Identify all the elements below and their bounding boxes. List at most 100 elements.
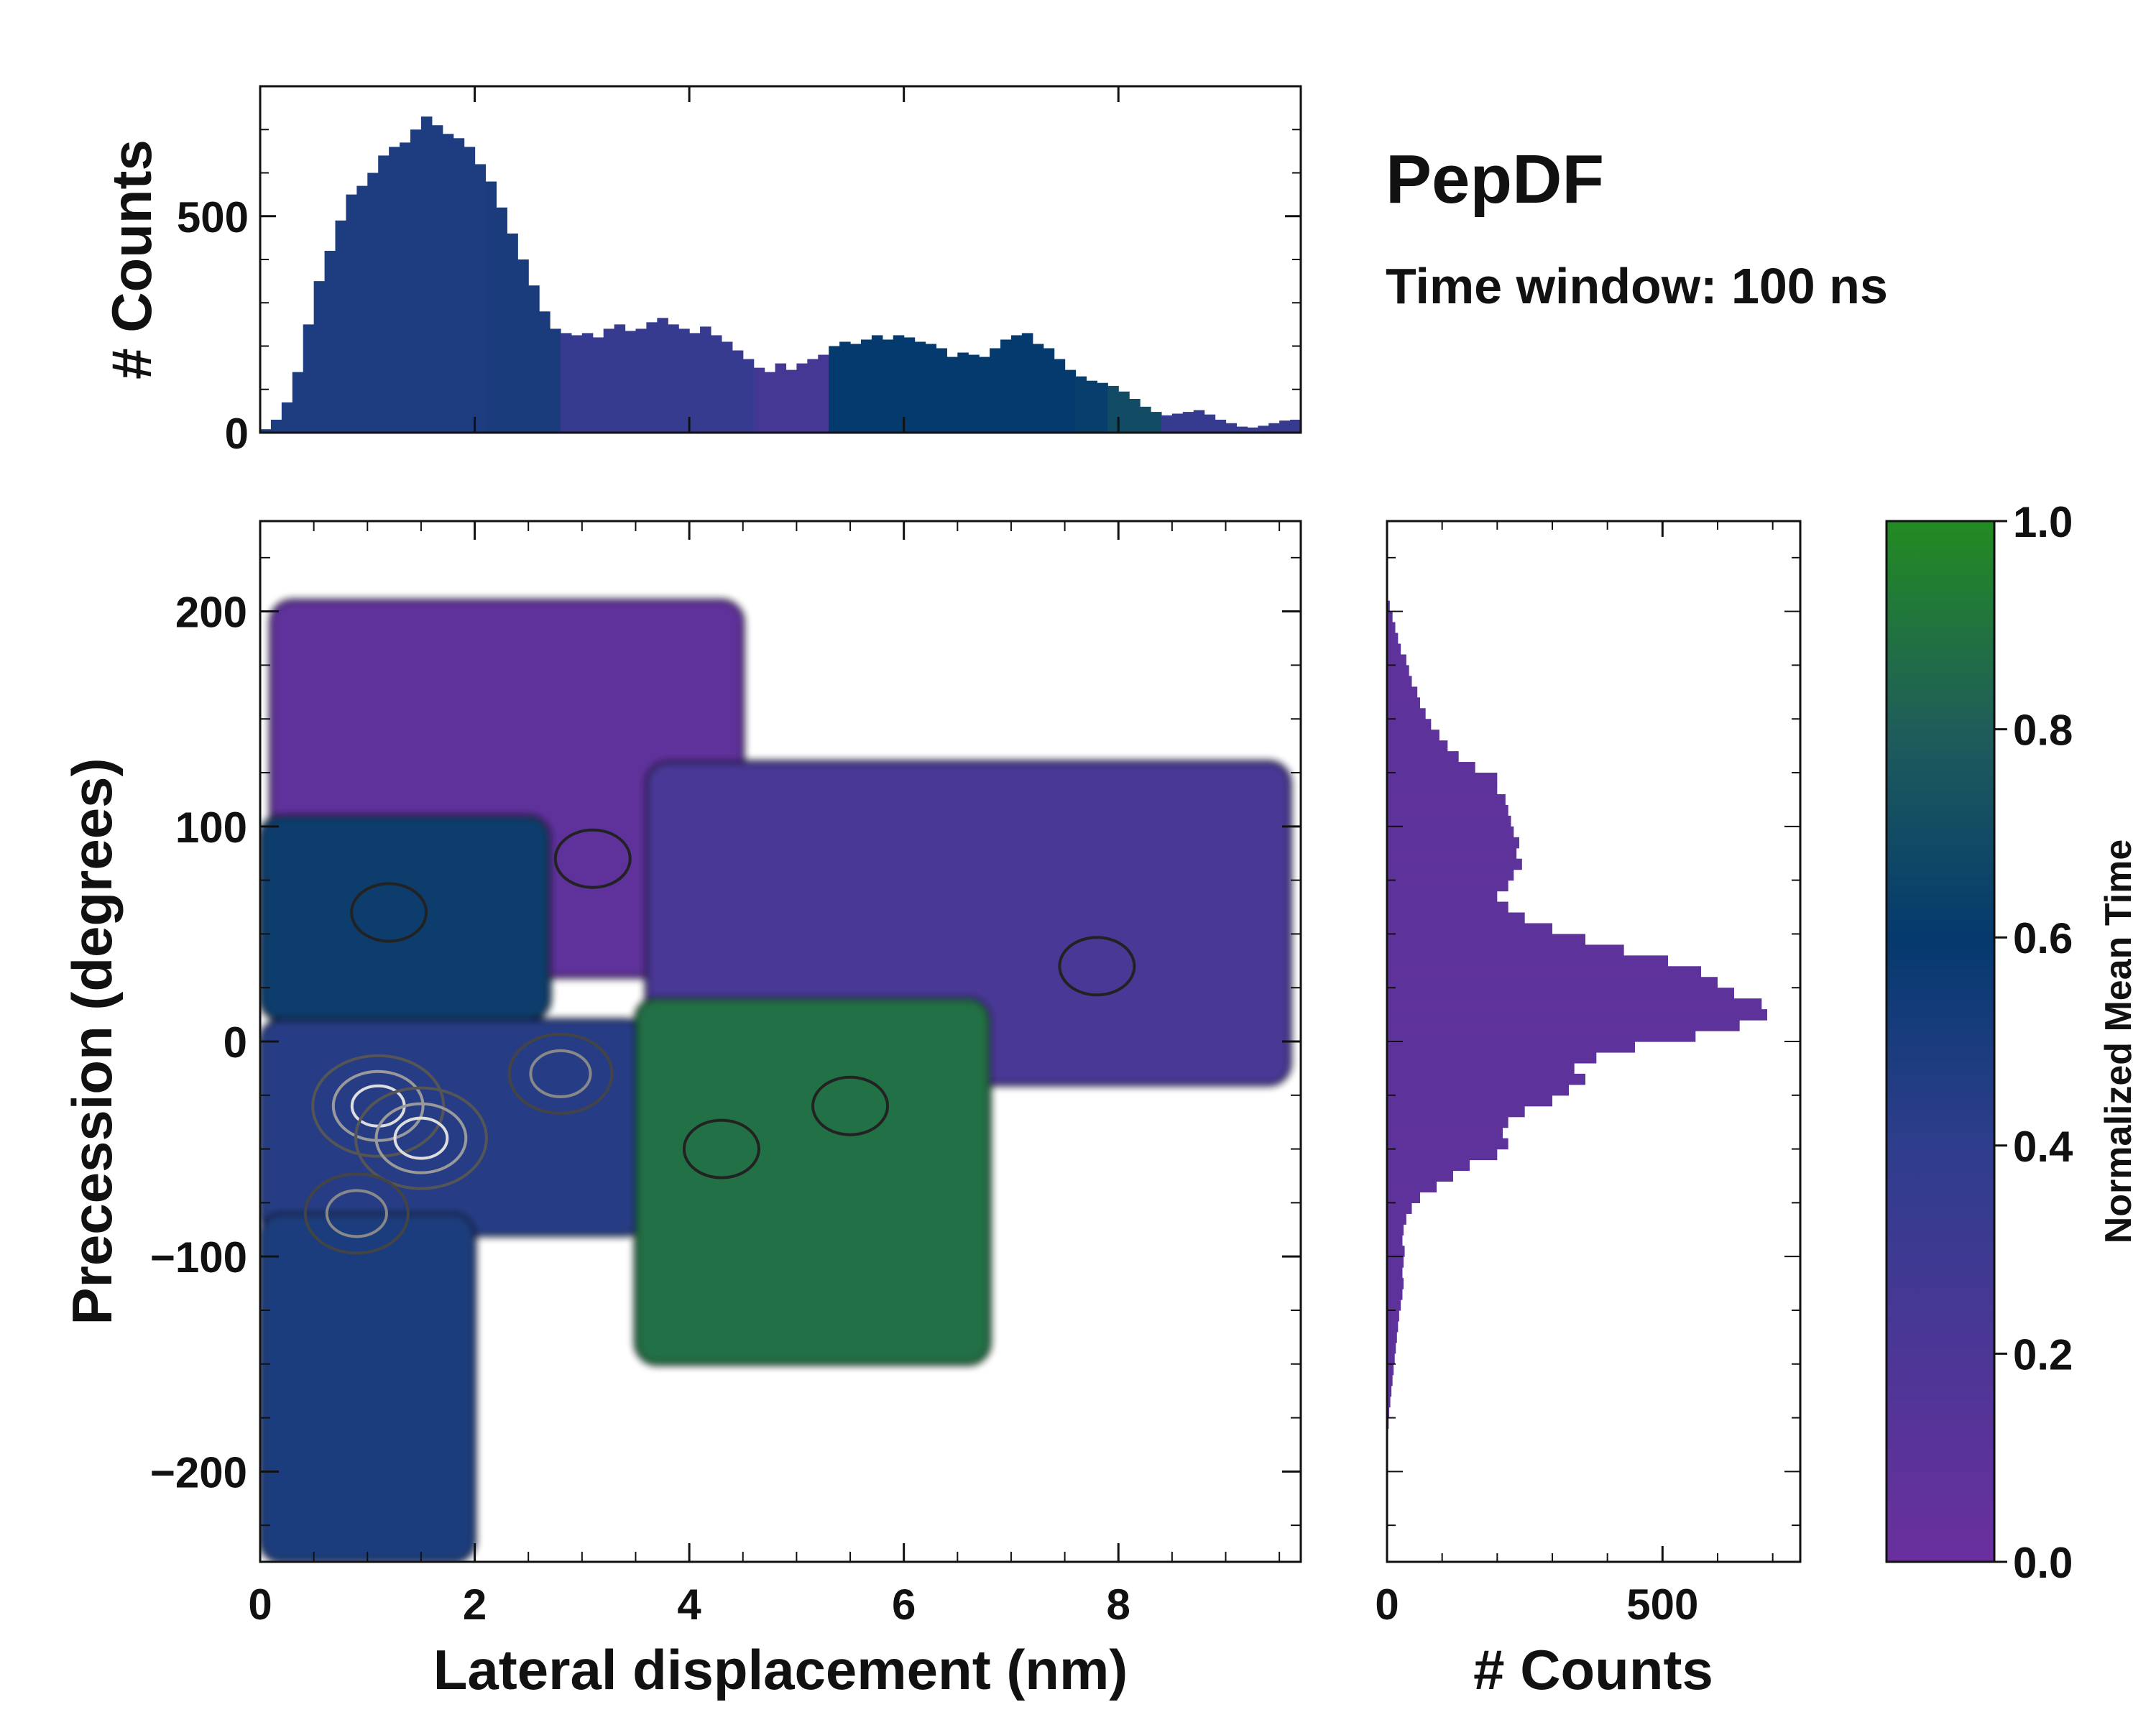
top-histogram-bar <box>400 142 411 433</box>
density-contour <box>350 882 428 943</box>
right-histogram-bar <box>1387 955 1668 967</box>
top-histogram-bar <box>700 326 711 433</box>
right-histogram-bar <box>1387 1202 1412 1214</box>
top-histogram-bar <box>1215 419 1227 433</box>
top-histogram-bar <box>829 346 840 433</box>
top-histogram-bar <box>571 335 583 433</box>
top-histogram-bar <box>968 354 980 433</box>
right-histogram-bar <box>1387 1385 1392 1397</box>
top-histogram-bar <box>1054 359 1066 433</box>
top-histogram-bar <box>260 429 272 433</box>
top-histogram-bar <box>1182 412 1194 433</box>
density-contour <box>331 1070 425 1142</box>
top-histogram-bar <box>303 324 315 433</box>
main-xtick-label: 0 <box>248 1581 272 1629</box>
main-ylabel: Precession (degrees) <box>60 758 124 1325</box>
density-contour <box>374 1102 468 1174</box>
right-histogram-bar <box>1387 665 1409 677</box>
top-histogram-bar <box>957 352 969 433</box>
top-histogram-bar <box>990 348 1001 433</box>
top-histogram-bar <box>850 344 862 433</box>
top-histogram-bar <box>313 281 326 433</box>
right-histogram-bar <box>1387 1031 1696 1042</box>
main-xtick-label: 4 <box>677 1581 701 1629</box>
main-xlabel: Lateral displacement (nm) <box>433 1638 1128 1701</box>
top-histogram-bar <box>818 354 829 433</box>
top-histogram-bar <box>678 328 690 433</box>
top-histogram-bar <box>367 172 379 433</box>
top-histogram-bar <box>1161 415 1173 433</box>
top-histogram: 0 500 # Counts <box>100 85 1302 458</box>
main-ytick-label: −200 <box>150 1448 247 1496</box>
heatmap-region <box>260 814 552 1022</box>
right-histogram-bars <box>1387 600 1767 1461</box>
right-histogram-bar <box>1387 686 1418 698</box>
right-histogram: 0 500 # Counts <box>1375 520 1802 1701</box>
colorbar-tick-label: 0.4 <box>2013 1123 2073 1171</box>
top-histogram-bar <box>389 147 400 433</box>
top-histogram-bar <box>710 335 722 433</box>
right-histogram-bar <box>1387 1041 1635 1053</box>
top-histogram-bar <box>453 138 465 433</box>
right-histogram-bar <box>1387 654 1406 666</box>
top-histogram-bar <box>560 333 572 433</box>
right-histogram-bar <box>1387 1213 1406 1225</box>
right-histogram-bar <box>1387 934 1585 945</box>
right-histogram-bar <box>1387 804 1508 816</box>
right-histogram-bar <box>1387 847 1517 860</box>
right-histogram-bar <box>1387 1331 1397 1343</box>
top-histogram-bar <box>1171 413 1184 433</box>
main-ytick-label: 0 <box>224 1018 247 1067</box>
top-histogram-bar <box>721 341 733 433</box>
top-histogram-bar <box>281 402 293 433</box>
top-histogram-bar <box>979 356 990 433</box>
top-histogram-bar <box>464 147 476 433</box>
main-xtick-label: 6 <box>892 1581 916 1629</box>
colorbar-label: Normalized Mean Time <box>2098 840 2139 1244</box>
top-histogram-bar <box>796 363 808 433</box>
density-contour <box>303 1172 410 1255</box>
density-peaks <box>303 828 1136 1255</box>
top-histogram-bar <box>356 185 368 433</box>
top-histogram-bar <box>1000 339 1012 433</box>
top-histogram-bar <box>1279 420 1291 433</box>
top-histogram-bar <box>1075 376 1087 433</box>
right-histogram-bar <box>1387 611 1393 623</box>
right-histogram-bar <box>1387 773 1498 784</box>
top-histogram-bar <box>807 359 819 433</box>
main-ytick-label: −100 <box>150 1233 247 1282</box>
top-histogram-bar <box>1086 380 1097 433</box>
main-heatmap-panel: 0 2 4 6 8 −200 −100 0 100 200 Lateral displacemen… <box>60 520 1302 1701</box>
right-histogram-bar <box>1387 858 1522 870</box>
right-histogram-bar <box>1387 794 1506 806</box>
top-histogram-bar <box>732 350 744 433</box>
top-histogram-bar <box>1258 426 1269 433</box>
top-histogram-bar <box>925 344 937 433</box>
right-histogram-bar <box>1387 1256 1404 1268</box>
figure-subtitle: Time window: 100 ns <box>1386 258 1888 314</box>
density-contour <box>354 1086 488 1190</box>
top-histogram-bar <box>431 125 443 433</box>
top-histogram-bar <box>657 318 668 433</box>
main-heatmap-ticks: 0 2 4 6 8 −200 −100 0 100 200 <box>150 521 1301 1629</box>
right-histogram-bar <box>1387 815 1511 827</box>
right-histogram-bar <box>1387 1192 1420 1203</box>
right-histogram-bar <box>1387 1181 1437 1193</box>
top-histogram-bar <box>903 337 916 433</box>
main-xtick-label: 8 <box>1107 1581 1130 1629</box>
top-histogram-bar <box>420 116 433 433</box>
right-histogram-bar <box>1387 837 1519 849</box>
right-histogram-bar <box>1387 730 1439 741</box>
colorbar-tick-label: 0.2 <box>2013 1330 2073 1379</box>
top-histogram-bar <box>410 129 422 433</box>
density-contour <box>1058 936 1136 997</box>
top-histogram-bar <box>1021 333 1033 433</box>
main-xtick-label: 2 <box>463 1581 487 1629</box>
colorbar-frame <box>1885 520 1996 1563</box>
top-histogram-bar <box>646 322 658 433</box>
right-histogram-bar <box>1387 1105 1525 1118</box>
top-histogram-bars <box>260 116 1302 433</box>
heatmap-region <box>633 996 992 1366</box>
top-histogram-bar <box>442 134 454 433</box>
